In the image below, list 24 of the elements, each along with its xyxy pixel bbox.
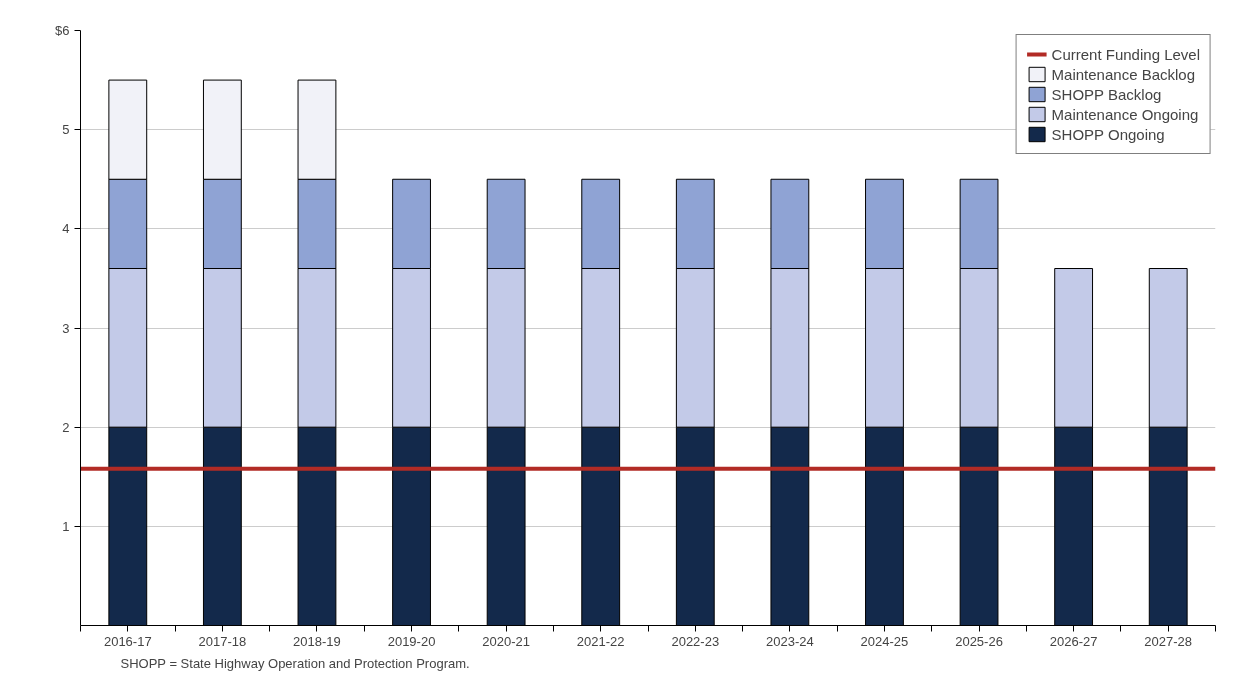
- x-tick-label: 2017-18: [198, 633, 247, 649]
- x-tick-label: 2018-19: [293, 633, 341, 649]
- legend-label: SHOPP Backlog: [1051, 85, 1162, 103]
- x-tick-label: 2022-23: [671, 633, 720, 649]
- y-tick-label: 2: [62, 419, 70, 435]
- text: SHOPP = State Highway Operation and Protection Program.: [120, 655, 470, 671]
- legend-label: SHOPP Ongoing: [1051, 125, 1165, 143]
- y-tick-label: 3: [62, 320, 70, 336]
- x-tick-label: 2021-22: [576, 633, 625, 649]
- x-tick-label: 2025-26: [955, 633, 1003, 649]
- x-tick-label: 2027-28: [1144, 633, 1193, 649]
- y-tick-label: 5: [62, 122, 70, 138]
- y-tick-label: 1: [62, 518, 70, 534]
- y-tick-label: $6: [55, 23, 70, 38]
- legend-label: Maintenance Backlog: [1051, 65, 1196, 83]
- x-tick-label: 2020-21: [482, 633, 530, 649]
- x-tick-label: 2023-24: [766, 633, 814, 649]
- legend-label: Maintenance Ongoing: [1051, 105, 1199, 123]
- x-tick-label: 2026-27: [1049, 633, 1098, 649]
- y-tick-label: 4: [62, 221, 70, 237]
- x-tick-label: 2019-20: [387, 633, 436, 649]
- legend-label: Current Funding Level: [1051, 45, 1200, 63]
- x-tick-label: 2016-17: [103, 633, 152, 649]
- x-tick-label: 2024-25: [860, 633, 909, 649]
